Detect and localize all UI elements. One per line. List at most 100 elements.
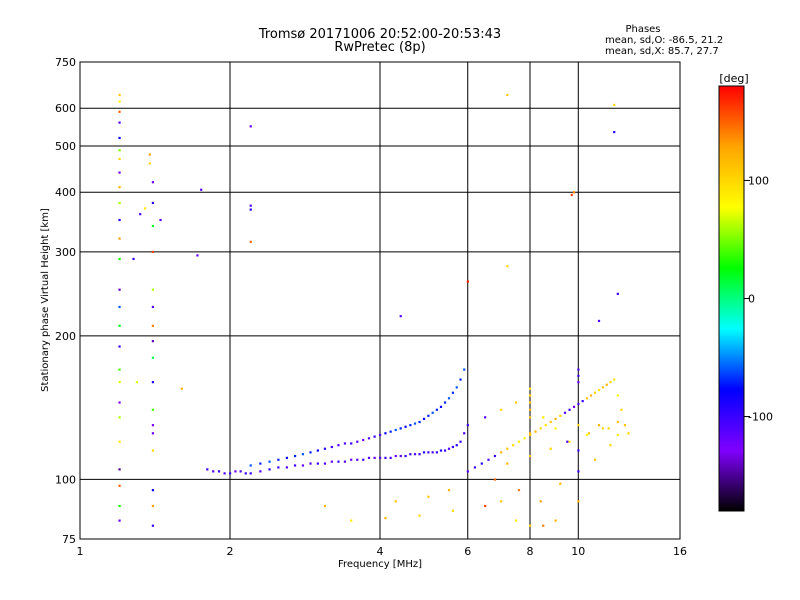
data-point (539, 500, 542, 503)
data-point (249, 204, 252, 207)
data-point (529, 387, 532, 390)
data-point (118, 324, 121, 327)
data-point (577, 402, 580, 406)
data-point (568, 440, 571, 443)
data-point (200, 188, 203, 191)
data-point (118, 504, 121, 508)
x-tick-label: 10 (571, 545, 585, 558)
data-point (118, 519, 121, 522)
data-point (350, 519, 353, 522)
data-point (118, 257, 121, 261)
data-point (399, 454, 402, 458)
data-point (356, 440, 359, 443)
data-point (529, 432, 532, 435)
y-tick-label: 500 (55, 140, 76, 153)
y-tick-label: 750 (55, 56, 76, 69)
x-tick-label: 16 (673, 545, 687, 558)
data-point (517, 489, 521, 492)
data-point (389, 430, 392, 433)
data-point (554, 519, 557, 522)
data-point (418, 514, 421, 517)
data-point (466, 424, 469, 427)
data-point (249, 208, 252, 211)
data-point (455, 386, 458, 389)
data-point (607, 427, 610, 430)
data-point (293, 454, 297, 458)
data-point (330, 460, 333, 463)
data-point (399, 427, 402, 430)
data-point (413, 422, 417, 425)
data-point (585, 433, 588, 437)
data-point (506, 265, 509, 268)
data-point (118, 381, 121, 384)
data-point (277, 458, 280, 461)
data-point (572, 191, 576, 194)
y-tick-label: 300 (55, 246, 76, 259)
y-tick-label: 400 (55, 186, 76, 199)
data-point (362, 458, 365, 461)
data-point (413, 453, 417, 456)
data-point (379, 433, 382, 437)
data-point (343, 460, 347, 463)
data-point (337, 444, 340, 447)
data-point (427, 414, 430, 417)
data-point (118, 186, 121, 189)
data-point (404, 425, 407, 428)
grid-lines (80, 62, 680, 539)
data-point (451, 391, 455, 394)
data-point (151, 224, 155, 228)
data-point (500, 451, 503, 454)
data-point (151, 408, 155, 411)
data-point (563, 411, 567, 414)
data-point (542, 416, 545, 419)
y-axis-ticks: 75 100 200 300 400 500 600 750 (55, 56, 76, 546)
data-point (234, 470, 237, 473)
data-point (616, 433, 619, 437)
data-point (268, 460, 271, 463)
data-point (515, 519, 518, 522)
data-point (589, 394, 593, 397)
data-point (529, 408, 532, 411)
data-point (151, 324, 155, 327)
data-point (151, 524, 155, 527)
data-point (577, 424, 580, 427)
data-point (301, 464, 305, 467)
colorbar (718, 85, 745, 512)
data-point (151, 504, 155, 508)
data-point (316, 449, 319, 452)
data-point (118, 288, 121, 291)
data-point (394, 454, 397, 458)
data-point (418, 420, 421, 424)
data-point (609, 381, 612, 384)
data-point (139, 213, 142, 216)
data-point (337, 460, 340, 463)
data-point (484, 504, 487, 508)
data-point (443, 401, 447, 404)
data-point (323, 447, 327, 450)
data-point (529, 394, 532, 397)
data-point (529, 454, 532, 458)
data-point (459, 378, 462, 381)
data-point (616, 292, 619, 295)
data-point (601, 427, 605, 430)
data-point (487, 458, 490, 461)
data-point (559, 414, 562, 417)
data-point (373, 456, 376, 459)
scatter-points (118, 93, 630, 527)
data-point (118, 237, 121, 240)
data-point (542, 524, 545, 527)
data-point (623, 424, 627, 427)
phase-stat-o: mean, sd,O: -86.5, 21.2 (605, 35, 723, 46)
data-point (151, 250, 155, 254)
data-point (554, 427, 557, 430)
data-point (118, 468, 121, 471)
x-tick-label: 8 (527, 545, 534, 558)
data-point (389, 456, 392, 459)
data-point (356, 458, 359, 461)
data-point (577, 381, 580, 384)
data-point (559, 482, 562, 485)
data-point (554, 417, 557, 420)
y-tick-label: 200 (55, 330, 76, 343)
data-point (570, 193, 573, 197)
data-point (597, 424, 601, 427)
